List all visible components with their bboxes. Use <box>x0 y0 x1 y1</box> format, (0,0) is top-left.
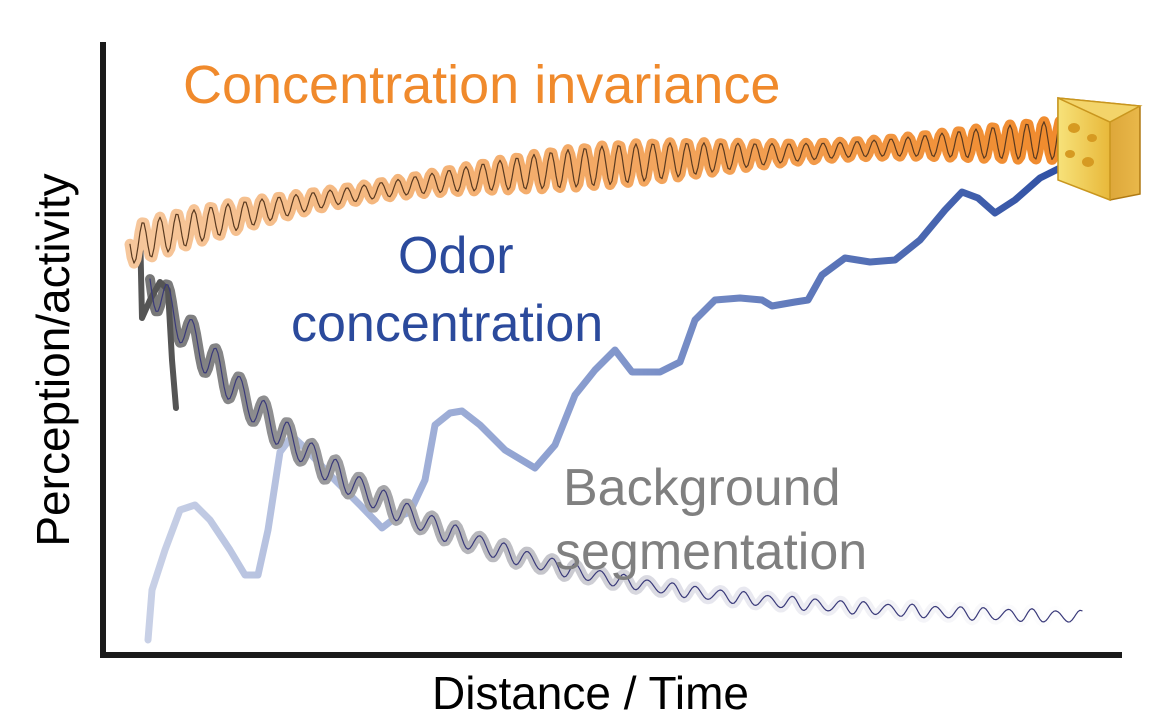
curves <box>124 116 1087 644</box>
odor-concentration-label-line1: Odor <box>398 227 514 285</box>
concentration-invariance-label: Concentration invariance <box>183 55 781 115</box>
odor-concentration-label-line2: concentration <box>291 295 604 353</box>
background-segmentation-label-line1: Background <box>563 459 841 517</box>
odor-concentration-curve <box>144 164 1076 644</box>
axes <box>100 42 1122 658</box>
background-segmentation-curve <box>149 278 1083 623</box>
background-segmentation-label-line2: segmentation <box>555 523 868 581</box>
cheese-icon <box>1057 96 1143 202</box>
background-segmentation-onset <box>137 225 179 411</box>
concentration-invariance-curve <box>129 120 1069 264</box>
concentration-invariance-glow <box>124 116 1074 269</box>
x-axis-label: Distance / Time <box>432 667 749 719</box>
y-axis-label: Perception/activity <box>27 173 79 547</box>
